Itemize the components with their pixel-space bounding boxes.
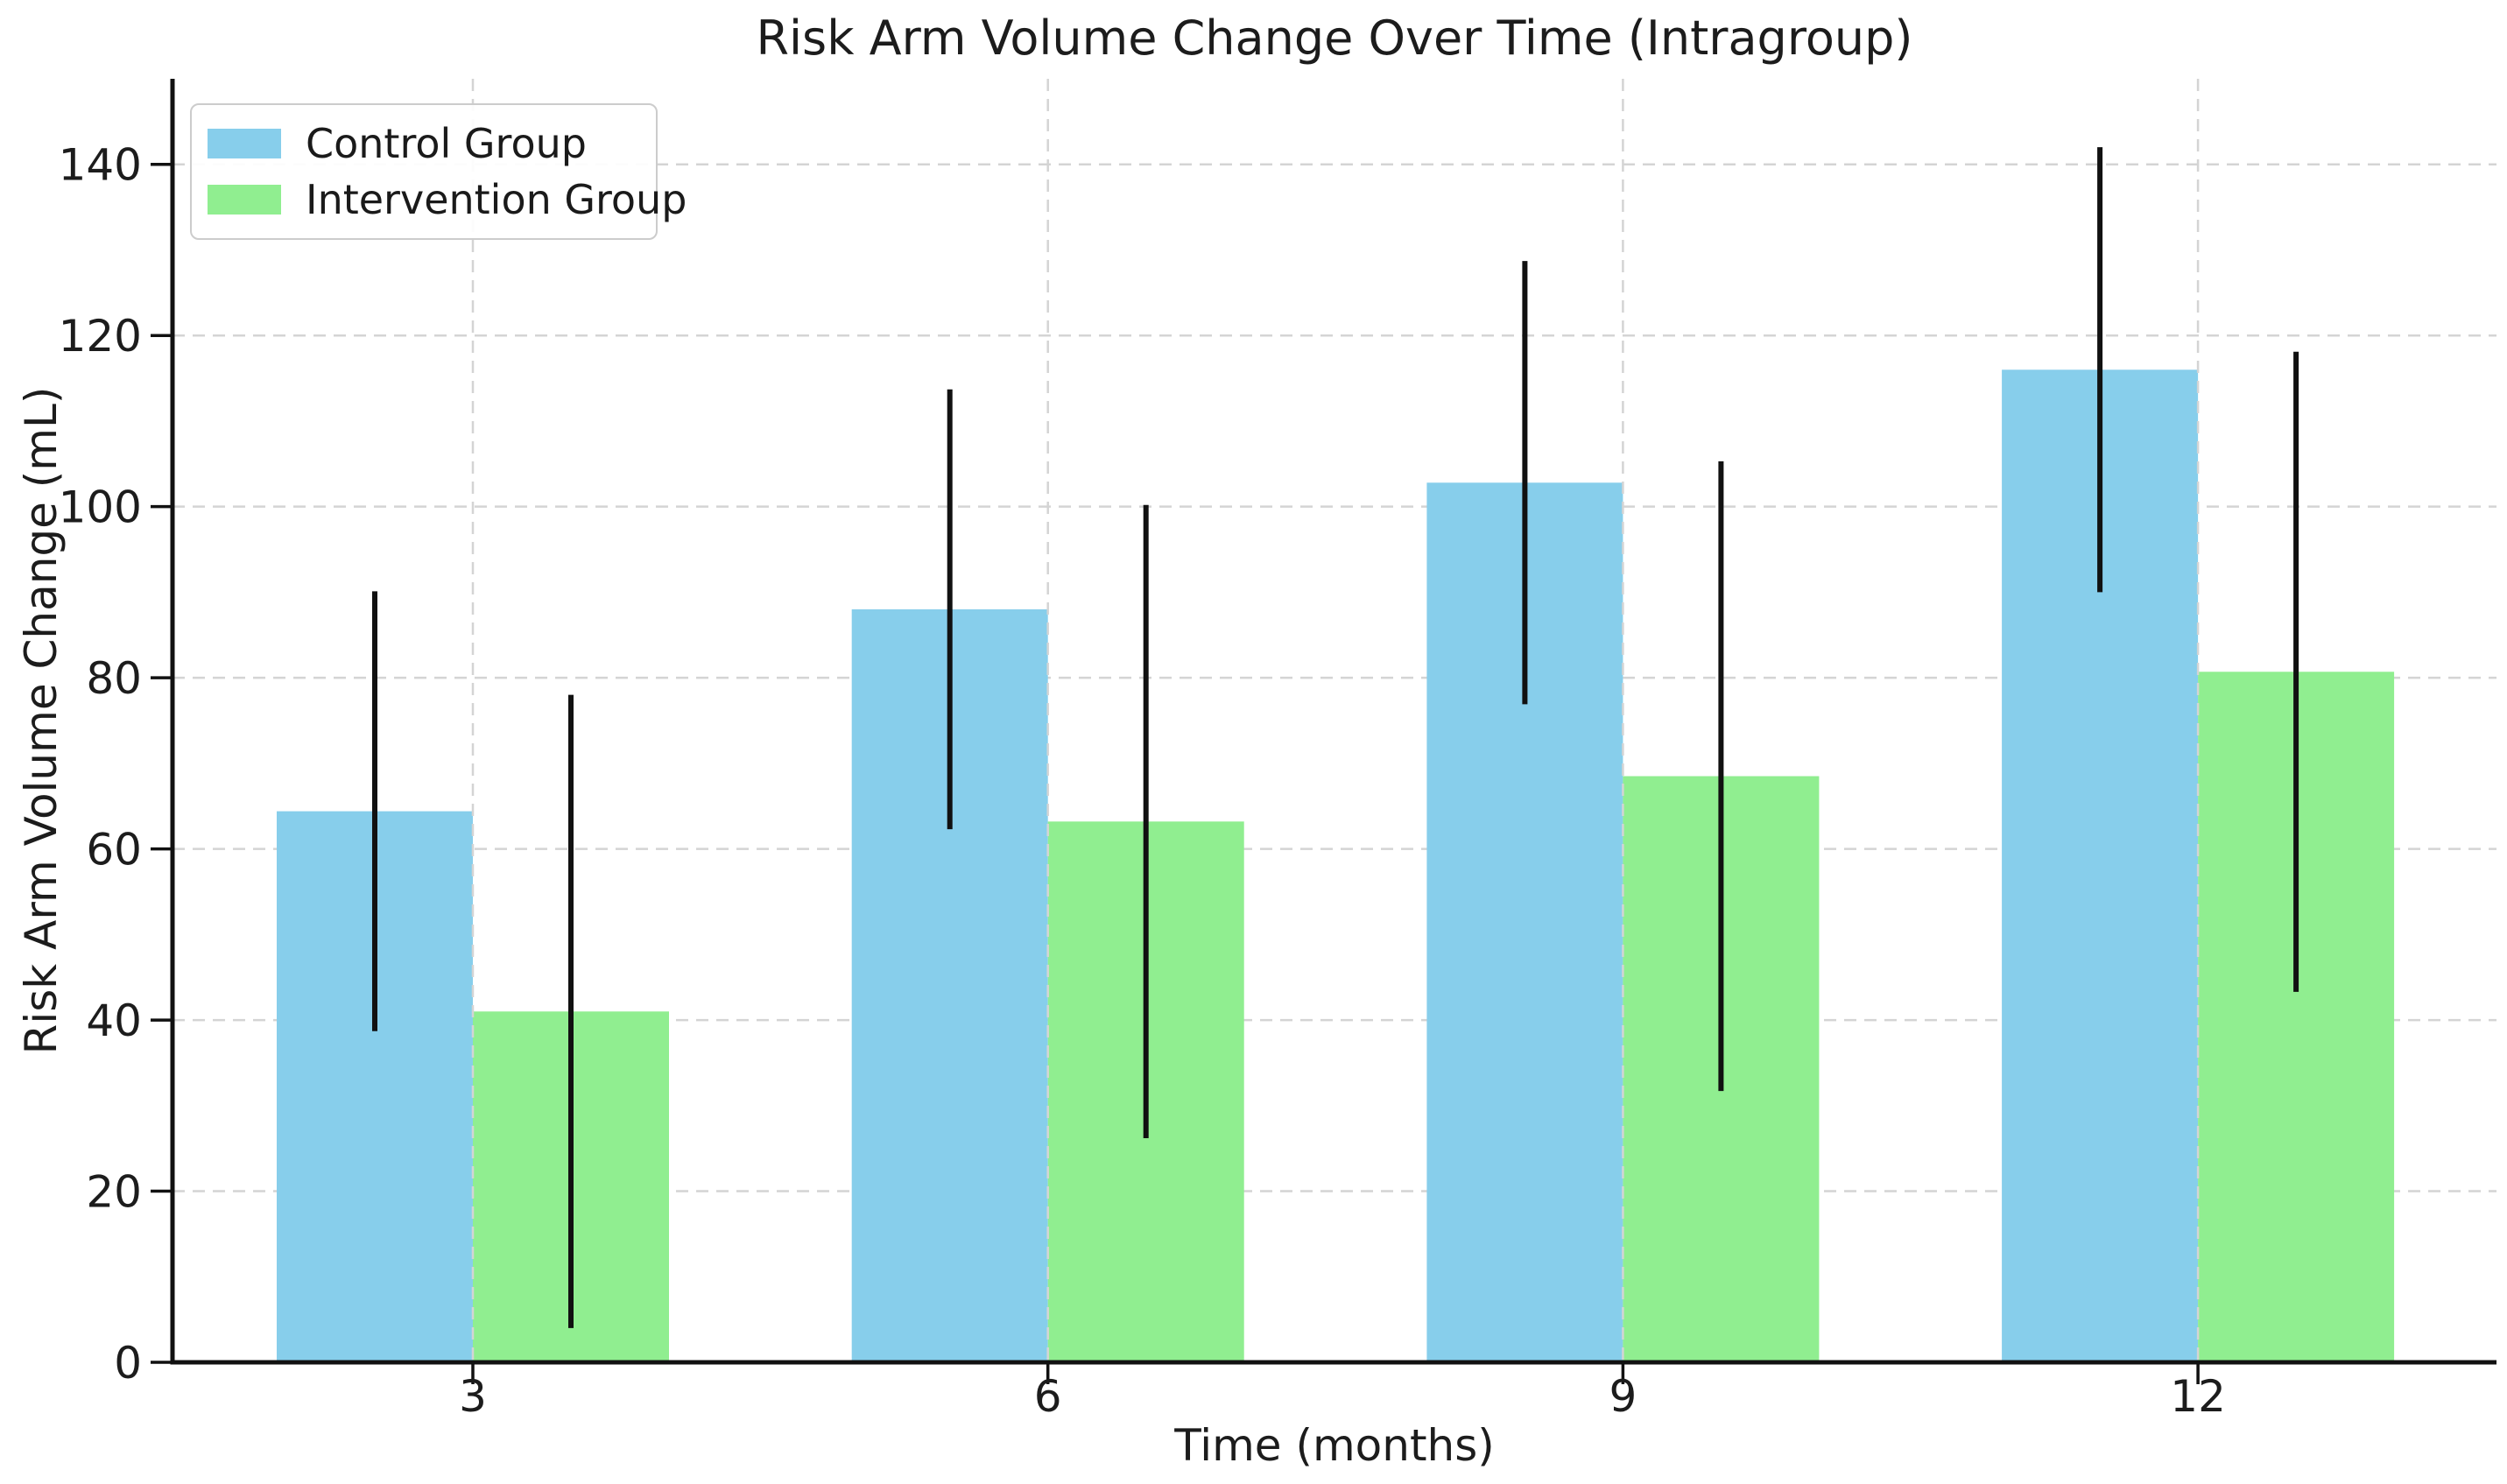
y-tick-label-140: 140: [59, 140, 142, 191]
y-tick-label-0: 0: [114, 1338, 142, 1389]
y-axis-label: Risk Arm Volume Change (mL): [16, 386, 67, 1055]
y-tick-label-40: 40: [86, 995, 142, 1046]
y-tick-label-80: 80: [86, 653, 142, 704]
chart-title: Risk Arm Volume Change Over Time (Intrag…: [756, 11, 1913, 66]
legend-item-control: Control Group: [208, 120, 640, 167]
legend-swatch-control-icon: [208, 129, 281, 159]
legend-swatch-intervention-icon: [208, 184, 281, 215]
y-tick-label-60: 60: [86, 825, 142, 876]
x-tick-label-3: 3: [459, 1371, 487, 1422]
legend-item-intervention: Intervention Group: [208, 176, 687, 223]
legend: Control Group Intervention Group: [190, 103, 687, 240]
legend-label-intervention: Intervention Group: [306, 175, 687, 223]
y-tick-label-20: 20: [86, 1167, 142, 1218]
x-axis-label: Time (months): [1174, 1420, 1495, 1471]
x-tick-label-6: 6: [1034, 1371, 1062, 1422]
y-tick-label-100: 100: [59, 482, 142, 533]
legend-label-control: Control Group: [306, 120, 587, 168]
y-tick-label-120: 120: [59, 311, 142, 362]
x-tick-label-9: 9: [1609, 1371, 1637, 1422]
x-tick-label-12: 12: [2170, 1371, 2226, 1422]
